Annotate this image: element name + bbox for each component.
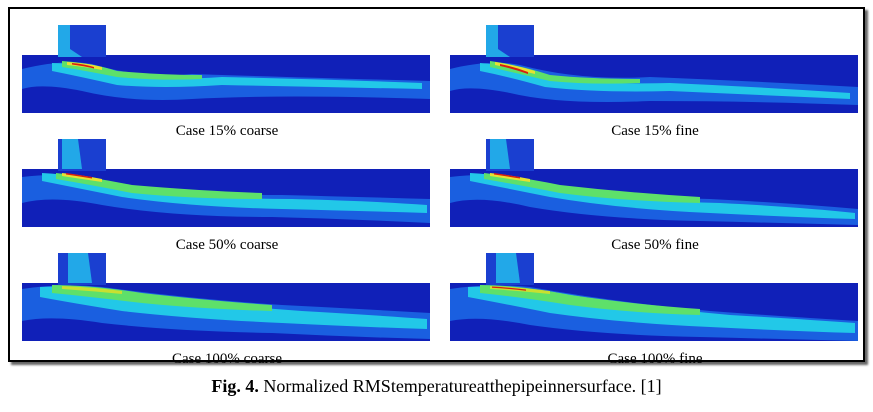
contour-panel-50-coarse: Case 50% coarse [22, 133, 432, 253]
contour-panel-50-fine: Case 50% fine [450, 133, 860, 253]
caption-text: Normalized RMStemperatureatthepipeinners… [258, 376, 662, 396]
caption-prefix: Fig. 4. [211, 376, 259, 396]
figure-caption: Fig. 4. Normalized RMStemperatureatthepi… [0, 376, 873, 397]
panel-label: Case 15% coarse [175, 123, 279, 139]
figure-frame: Case 15% coarse Case 15% fine Case 50% c… [8, 7, 865, 367]
contour-panel-100-coarse: Case 100% coarse [22, 247, 432, 367]
panel-label: Case 100% coarse [172, 351, 282, 367]
contour-panel-15-coarse: Case 15% coarse [22, 19, 432, 139]
contour-panel-100-fine: Case 100% fine [450, 247, 860, 367]
panel-label: Case 50% fine [611, 237, 699, 253]
panel-label: Case 50% coarse [175, 237, 279, 253]
panel-label: Case 100% fine [607, 351, 703, 367]
panel-label: Case 15% fine [611, 123, 699, 139]
contour-panel-15-fine: Case 15% fine [450, 19, 860, 139]
